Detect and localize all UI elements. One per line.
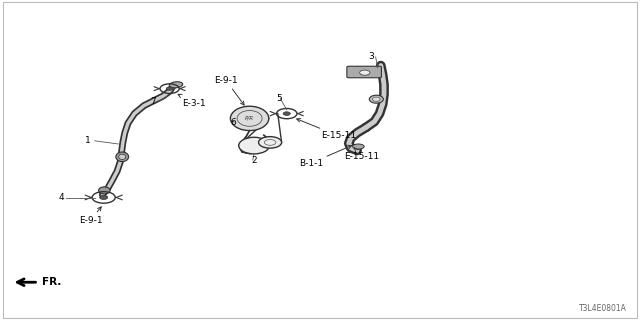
Ellipse shape <box>239 137 269 154</box>
Text: E-15-11: E-15-11 <box>297 119 356 140</box>
Ellipse shape <box>372 97 380 101</box>
Ellipse shape <box>119 154 125 159</box>
Ellipse shape <box>230 106 269 131</box>
Text: FR.: FR. <box>42 277 61 287</box>
Text: E-15-11: E-15-11 <box>344 148 380 161</box>
Text: 6: 6 <box>230 118 236 127</box>
Text: E-3-1: E-3-1 <box>178 94 206 108</box>
Ellipse shape <box>369 95 383 103</box>
Text: E-9-1: E-9-1 <box>79 207 102 225</box>
Ellipse shape <box>353 144 364 149</box>
Circle shape <box>100 196 108 199</box>
Text: 5: 5 <box>276 94 282 103</box>
Text: T3L4E0801A: T3L4E0801A <box>579 304 627 313</box>
Ellipse shape <box>99 187 110 194</box>
Circle shape <box>166 87 173 90</box>
Circle shape <box>360 70 370 75</box>
Ellipse shape <box>169 82 183 88</box>
Text: 1: 1 <box>85 136 91 145</box>
Text: P/R: P/R <box>245 116 254 121</box>
Ellipse shape <box>116 152 129 162</box>
Text: 4: 4 <box>58 193 64 202</box>
Circle shape <box>283 112 291 116</box>
Text: B-1-1: B-1-1 <box>299 145 351 168</box>
Text: 2: 2 <box>251 156 257 165</box>
Circle shape <box>259 137 282 148</box>
Text: E-9-1: E-9-1 <box>214 76 244 105</box>
FancyBboxPatch shape <box>347 66 381 78</box>
Text: 7: 7 <box>150 97 156 106</box>
Text: 3: 3 <box>368 52 374 61</box>
